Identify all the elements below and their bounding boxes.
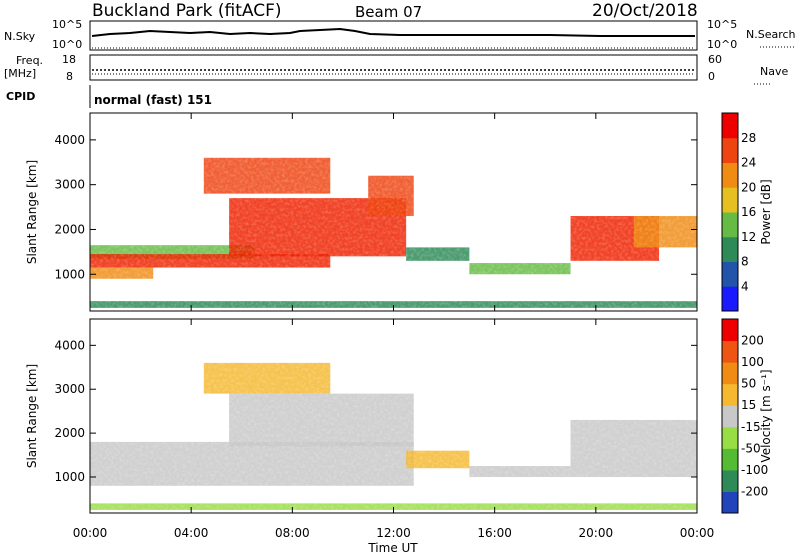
date-label: 20/Oct/2018 [592,1,698,21]
x-tick-label: 04:00 [174,526,209,540]
nsearch-tick-top: 10^5 [707,18,737,31]
velocity-colorbar-segment [722,448,738,471]
nave-label: Nave [760,65,788,78]
velocity-y-ticks: 1000 2000 3000 4000 [54,338,697,484]
velocity-colorbar-tick-label: -15 [741,420,761,434]
velocity-colorbar-segment [722,469,738,492]
power-y-axis-label: Slant Range [km] [25,160,39,264]
nave-tick-top: 60 [708,53,722,66]
x-tick-label: 00:00 [73,526,108,540]
power-y-tick-label: 1000 [54,267,85,281]
velocity-colorbar-tick-label: -50 [741,441,761,455]
power-colorbar-tick-label: 20 [741,180,756,194]
velocity-colorbar-segment [722,362,738,385]
velocity-y-tick-label: 1000 [54,470,85,484]
cpid-strip: CPID normal (fast) 151 [6,85,212,108]
freq-unit: [MHz] [4,67,36,80]
nsearch-tick-bottom: 10^0 [707,38,737,51]
cpid-value: normal (fast) 151 [94,93,212,107]
velocity-colorbar: 200 100 50 15 -15 -50 -100 -200 [721,318,768,514]
power-y-ticks: 1000 2000 3000 4000 [54,133,697,281]
velocity-colorbar-segment [722,405,738,428]
velocity-colorbar-segment [722,319,738,342]
power-colorbar-tick-label: 12 [741,230,756,244]
x-tick-label: 12:00 [376,526,411,540]
power-colorbar-tick-label: 4 [741,279,749,293]
cpid-label: CPID [6,90,35,103]
x-tick-label: 08:00 [275,526,310,540]
velocity-colorbar-segment [722,340,738,363]
power-colorbar: 4 8 12 16 20 24 28 [721,112,756,312]
nsearch-label: N.Search [746,28,796,41]
power-colorbar-segment [722,261,738,287]
nsky-tick-bottom: 10^0 [52,38,82,51]
velocity-y-tick-label: 2000 [54,426,85,440]
power-colorbar-segment [722,212,738,238]
velocity-colorbar-tick-label: -200 [741,484,768,498]
velocity-colorbar-segment [722,383,738,406]
power-y-tick-label: 3000 [54,178,85,192]
power-colorbar-segment [722,286,738,312]
velocity-colorbar-label: Velocity [m s⁻¹] [759,369,773,462]
velocity-colorbar-segment [722,491,738,514]
freq-label: Freq. [16,54,43,67]
nave-tick-bottom: 0 [708,70,715,83]
power-colorbar-tick-label: 16 [741,205,756,219]
power-colorbar-segment [722,236,738,262]
x-axis-label: Time UT [367,541,418,554]
nsky-tick-top: 10^5 [52,18,82,31]
velocity-y-tick-label: 4000 [54,338,85,352]
velocity-y-tick-label: 3000 [54,382,85,396]
velocity-colorbar-tick-label: 100 [741,355,764,369]
freq-tick-bottom: 8 [66,70,73,83]
velocity-panel: 1000 2000 3000 4000 Slant Range [km] [25,318,698,514]
power-colorbar-segment [722,137,738,163]
time-x-ticks: 00:00 04:00 08:00 12:00 16:00 20:00 00:00 [73,113,715,540]
freq-tick-top: 18 [62,53,76,66]
nsky-trace [91,27,695,37]
x-tick-label: 00:00 [680,526,715,540]
radar-title: Buckland Park (fitACF) [92,1,282,21]
velocity-y-axis-label: Slant Range [km] [25,364,39,468]
power-colorbar-segment [722,113,738,139]
power-colorbar-tick-label: 8 [741,255,749,269]
power-colorbar-tick-label: 28 [741,131,756,145]
velocity-colorbar-frame [721,318,739,514]
velocity-colorbar-tick-label: 50 [741,377,756,391]
x-tick-label: 20:00 [579,526,614,540]
velocity-colorbar-segment [722,426,738,449]
velocity-colorbar-tick-label: 15 [741,398,756,412]
power-colorbar-frame [721,112,739,312]
power-colorbar-tick-label: 24 [741,156,756,170]
velocity-colorbar-tick-label: -100 [741,463,768,477]
nsky-strip: N.Sky 10^5 10^0 10^5 10^0 N.Search [4,18,796,51]
power-colorbar-label: Power [dB] [759,179,773,244]
power-y-tick-label: 2000 [54,222,85,236]
power-y-tick-label: 4000 [54,133,85,147]
power-colorbar-segment [722,187,738,213]
freq-strip: Freq. [MHz] 18 8 60 0 Nave [4,53,788,85]
power-colorbar-segment [722,162,738,188]
beam-label: Beam 07 [355,3,422,21]
power-panel: 1000 2000 3000 4000 Slant Range [km] [25,112,698,312]
velocity-colorbar-tick-label: 200 [741,334,764,348]
nsky-label: N.Sky [4,30,36,43]
x-tick-label: 16:00 [477,526,512,540]
